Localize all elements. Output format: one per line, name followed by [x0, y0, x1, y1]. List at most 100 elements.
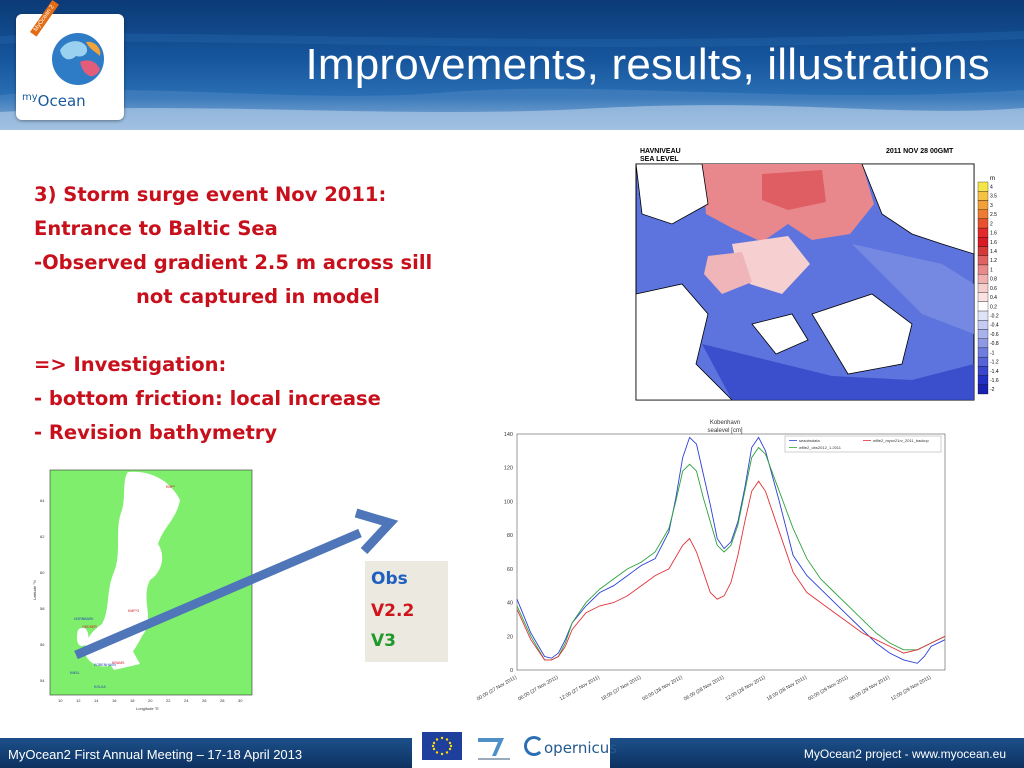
station-map-figure: 64 62 60 58 56 54 10 12 14 16 18 20 22 2…	[32, 469, 253, 711]
legend-v3: V3	[371, 631, 396, 651]
colorbar-label: 1.2	[990, 258, 997, 264]
chart-title: Kobenhavn	[710, 420, 740, 426]
x-tick-label: 28	[220, 698, 225, 703]
x-tick-label: 18:00 (27 Nov 2011)	[600, 674, 642, 702]
y-axis-label: Latitude °N	[32, 580, 37, 600]
x-tick-label: 00:00 (28 Nov 2011)	[642, 674, 684, 702]
series-legend-box: Obs V2.2 V3	[365, 561, 448, 662]
text-line: 3) Storm surge event Nov 2011:	[34, 183, 387, 206]
y-tick-label: 54	[40, 678, 45, 683]
chart-svg: Kobenhavn sealevel [cm] 0 20 40 60 80 100 120 1…	[476, 420, 946, 702]
plot-frame	[516, 433, 946, 671]
legend-obs: Obs	[371, 569, 408, 589]
text-line-blank	[34, 314, 474, 348]
x-tick-label: 06:00 (27 Nov 2011)	[517, 674, 559, 702]
colorbar-label: -2	[990, 387, 995, 393]
colorbar-swatch	[977, 181, 989, 192]
station-label: KRAMS	[112, 661, 125, 665]
sponsor-logos: opernicus	[412, 726, 617, 768]
colorbar-label: -1.2	[990, 360, 999, 366]
text-line: -Observed gradient 2.5 m across sill	[34, 251, 433, 274]
colorbar-swatch	[977, 200, 989, 210]
colorbar-swatch	[977, 209, 989, 220]
colorbar-swatch	[977, 301, 989, 312]
legend-entry: seaobsdata	[799, 438, 820, 443]
legend-entry: wflle2_myov21rv_2011_backup	[873, 438, 930, 443]
x-tick-label: 24	[184, 698, 189, 703]
y-tick-label: 60	[40, 570, 45, 575]
colorbar-unit: m	[990, 176, 995, 182]
colorbar-label: 0.4	[990, 295, 997, 301]
slide-header: MyOcean 2 myOcean Improvements, results,…	[0, 0, 1024, 130]
map-title-left-1: HAVNIVEAU	[640, 148, 681, 155]
colorbar-label: 1	[990, 267, 993, 273]
copernicus-wordmark: opernicus	[544, 739, 618, 757]
colorbar: 4 3.5 3 2.5 2 1.6 1.6 1.4 1.2 1 0.8 0.6 0.4 0.2 -0.2 -0…	[977, 181, 999, 395]
y-tick-label: 62	[40, 534, 45, 539]
y-tick-label: 0	[510, 668, 513, 674]
footer-meeting-text: MyOcean2 First Annual Meeting – 17-18 Ap…	[8, 747, 303, 762]
colorbar-swatch	[977, 283, 989, 293]
station-label: KOBENHAVN	[94, 663, 116, 667]
y-tick-label: 56	[40, 642, 45, 647]
legend-entry: wflle2_obs2012_1.2011	[799, 445, 842, 450]
bullet-text: 3) Storm surge event Nov 2011: Entrance …	[34, 178, 474, 450]
colorbar-label: 1.6	[990, 231, 997, 237]
station-label: HORNBAEK	[74, 617, 94, 621]
y-tick-label: 40	[507, 601, 513, 607]
colorbar-label: -1.4	[990, 369, 999, 375]
colorbar-swatch	[977, 264, 989, 275]
y-tick-label: 60	[507, 567, 513, 573]
text-line: Entrance to Baltic Sea	[34, 217, 278, 240]
colorbar-swatch	[977, 384, 989, 395]
map-title-left-2: SEA LEVEL	[640, 156, 679, 163]
colorbar-swatch	[977, 237, 989, 247]
x-tick-label: 18	[130, 698, 135, 703]
colorbar-swatch	[977, 329, 989, 339]
colorbar-label: 0.8	[990, 277, 997, 283]
sea-level-map-figure: HAVNIVEAU SEA LEVEL 2011 NOV 28 00GMT m …	[635, 148, 999, 401]
x-tick-label: 00:00 (29 Nov 2011)	[807, 674, 849, 702]
x-tick-label: 14	[94, 698, 99, 703]
text-line: not captured in model	[136, 285, 380, 308]
x-tick-label: 06:00 (29 Nov 2011)	[849, 674, 891, 702]
x-tick-label: 20	[148, 698, 153, 703]
y-tick-label: 100	[504, 499, 513, 505]
colorbar-swatch	[977, 338, 989, 349]
series-line	[516, 446, 946, 661]
series-line	[516, 480, 946, 661]
colorbar-label: -0.2	[990, 313, 999, 319]
colorbar-swatch	[977, 320, 989, 330]
colorbar-swatch	[977, 310, 989, 321]
chart-legend	[784, 435, 942, 453]
colorbar-label: 3	[990, 203, 993, 209]
colorbar-label: -0.6	[990, 332, 999, 338]
station-label: KMP*	[166, 485, 176, 489]
y-tick-label: 20	[507, 634, 513, 640]
colorbar-label: -0.4	[990, 323, 999, 329]
x-tick-label: 00:00 (27 Nov 2011)	[476, 674, 518, 702]
colorbar-swatch	[977, 227, 989, 238]
x-tick-label: 12:00 (28 Nov 2011)	[724, 674, 766, 702]
text-line: => Investigation:	[34, 353, 227, 376]
copernicus-logo: opernicus	[524, 736, 617, 757]
globe-icon	[52, 33, 104, 85]
copernicus-c-icon	[524, 736, 544, 756]
x-tick-label: 12:00 (27 Nov 2011)	[559, 674, 601, 702]
y-tick-label: 80	[507, 533, 513, 539]
y-tick-label: 120	[504, 466, 513, 472]
map-title-right: 2011 NOV 28 00GMT	[886, 148, 954, 155]
x-tick-label: 22	[166, 698, 171, 703]
x-tick-label: 16	[112, 698, 117, 703]
x-tick-label: 10	[58, 698, 63, 703]
colorbar-swatch	[977, 191, 989, 201]
colorbar-swatch	[977, 347, 989, 358]
colorbar-swatch	[977, 255, 989, 266]
colorbar-label: 3.5	[990, 194, 997, 200]
text-line: - Revision bathymetry	[34, 421, 278, 444]
colorbar-swatch	[977, 274, 989, 284]
series-line	[516, 436, 946, 664]
x-tick-label: 12	[76, 698, 81, 703]
colorbar-label: -1	[990, 350, 995, 356]
